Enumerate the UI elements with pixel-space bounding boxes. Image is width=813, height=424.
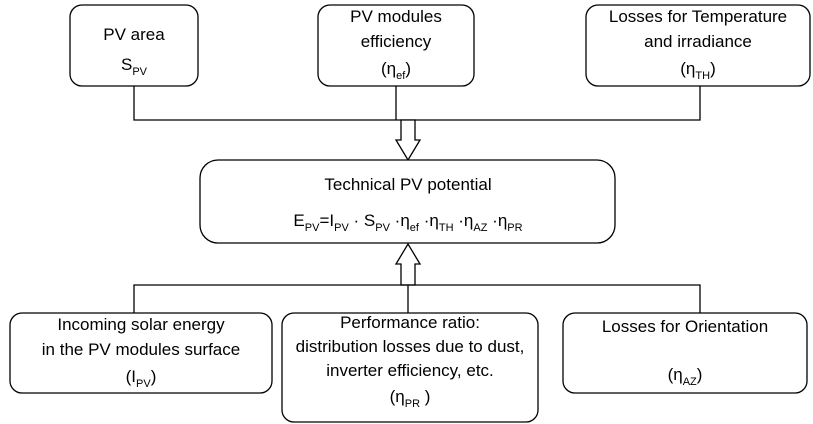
node-box [281, 312, 539, 423]
text-part: Technical PV potential [324, 175, 491, 194]
symbol: η [673, 365, 682, 384]
text-part: · [454, 211, 464, 230]
node-label: PV modules [350, 7, 442, 26]
symbol: ) [405, 59, 411, 78]
symbol: ( [126, 367, 132, 386]
node-box [585, 4, 811, 87]
node-label: SPV [121, 55, 148, 78]
text-part: PV area [103, 25, 165, 44]
symbol: ) [710, 59, 716, 78]
symbol: ) [420, 387, 430, 406]
formula: EPV=IPV · SPV ·ηef ·ηTH ·ηAZ ·ηPR [293, 211, 522, 234]
node-label: inverter efficiency, etc. [326, 361, 494, 380]
symbol: ) [697, 365, 703, 384]
node-box [199, 159, 616, 244]
subscript: PV [375, 222, 390, 234]
symbol: E [293, 211, 304, 230]
symbol: ) [151, 367, 157, 386]
node-label: (ηPR ) [390, 387, 431, 410]
node-label: PV area [103, 25, 165, 44]
node-box [562, 312, 808, 394]
arrow-up [394, 242, 422, 286]
text-part: and irradiance [644, 32, 752, 51]
subscript: AZ [683, 376, 697, 388]
symbol: S [121, 55, 132, 74]
subscript: PR [507, 222, 522, 234]
node-box [317, 4, 475, 87]
node-box [69, 4, 199, 87]
symbol: η [395, 387, 404, 406]
node-label: Performance ratio: [340, 313, 480, 332]
text-part: · [487, 211, 497, 230]
node-label: (ηTH) [680, 59, 715, 82]
node-label: Losses for Orientation [602, 317, 768, 336]
symbol: I [329, 211, 334, 230]
text-part: · [390, 211, 400, 230]
node-label: and irradiance [644, 32, 752, 51]
text-part: in the PV modules surface [42, 340, 240, 359]
text-part: PV modules [350, 7, 442, 26]
text-part: Losses for Temperature [609, 7, 787, 26]
subscript: AZ [473, 222, 487, 234]
text-part: efficiency [361, 32, 432, 51]
node-label: Losses for Temperature [609, 7, 787, 26]
text-part: · [349, 211, 364, 230]
subscript: PV [132, 66, 147, 78]
symbol: ( [381, 59, 387, 78]
symbol: ( [668, 365, 674, 384]
node-label: (ηAZ) [668, 365, 703, 388]
symbol: η [686, 59, 695, 78]
symbol: η [464, 211, 473, 230]
symbol: S [364, 211, 375, 230]
node-label: Incoming solar energy [57, 315, 225, 334]
symbol: η [400, 211, 409, 230]
symbol: ( [390, 387, 396, 406]
text-part: inverter efficiency, etc. [326, 361, 494, 380]
node-label: efficiency [361, 32, 432, 51]
top-wires [133, 86, 701, 121]
subscript: PV [136, 378, 151, 390]
text-part: Losses for Orientation [602, 317, 768, 336]
node-label: distribution losses due to dust, [296, 337, 525, 356]
arrow-down [394, 119, 422, 162]
subscript: TH [695, 70, 710, 82]
symbol: η [498, 211, 507, 230]
text-part: = [319, 211, 329, 230]
subscript: TH [439, 222, 454, 234]
subscript: PV [334, 222, 349, 234]
text-part: Incoming solar energy [57, 315, 225, 334]
symbol: ( [680, 59, 686, 78]
node-box [9, 312, 273, 394]
node-label: (ηef) [381, 59, 411, 82]
text-part: distribution losses due to dust, [296, 337, 525, 356]
subscript: ef [396, 70, 406, 82]
bottom-wires [133, 284, 701, 313]
symbol: η [387, 59, 396, 78]
text-part: · [419, 211, 429, 230]
symbol: I [131, 367, 136, 386]
node-label: (IPV) [126, 367, 157, 390]
subscript: PR [405, 398, 420, 410]
subscript: PV [305, 222, 320, 234]
node-label: in the PV modules surface [42, 340, 240, 359]
text-part: Performance ratio: [340, 313, 480, 332]
symbol: η [429, 211, 438, 230]
subscript: ef [410, 222, 420, 234]
node-label: Technical PV potential [324, 175, 491, 194]
connectors [133, 86, 701, 313]
